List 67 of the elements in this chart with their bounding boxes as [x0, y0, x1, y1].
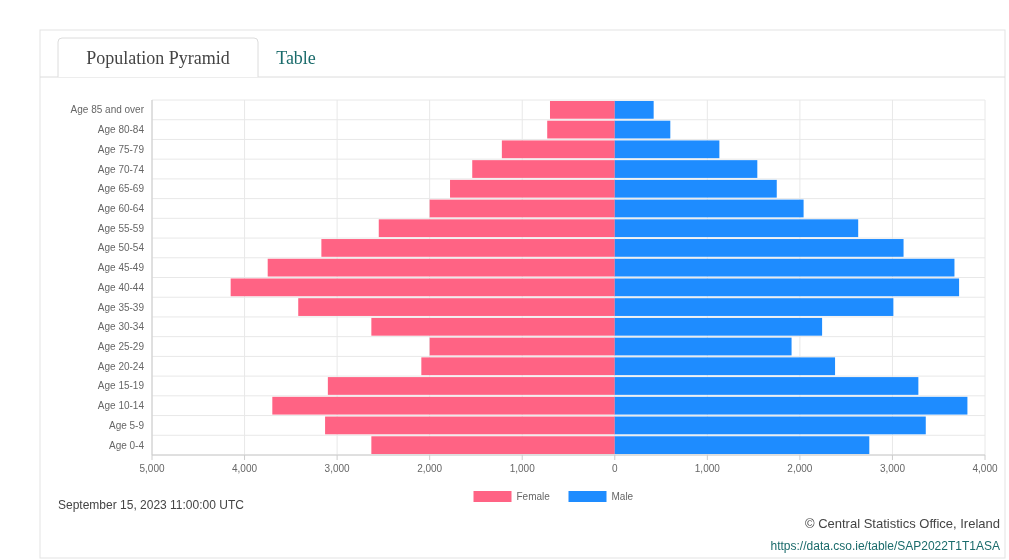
bar [614, 179, 777, 198]
text: September 15, 2023 11:00:00 UTC [58, 498, 245, 512]
text: Table [276, 48, 316, 68]
bar [614, 219, 859, 238]
y-tick-label: Age 70-74 [97, 163, 145, 175]
bar [429, 199, 615, 218]
bar [614, 396, 968, 415]
y-tick-label: Age 15-19 [97, 380, 145, 392]
bar [327, 377, 615, 395]
bar [614, 140, 720, 159]
y-tick-label: Age 65-69 [97, 183, 145, 195]
x-tick-label: 0 [612, 463, 618, 474]
x-tick-label: 1,000 [694, 463, 721, 474]
y-tick-label: Age 60-64 [97, 202, 145, 214]
bar [547, 120, 615, 139]
bar [421, 357, 615, 376]
y-tick-label: Age 20-24 [97, 360, 145, 372]
bar [614, 436, 870, 455]
bar [371, 436, 615, 455]
y-tick-label: Age 40-44 [97, 281, 145, 293]
y-tick-label: Age 75-79 [97, 143, 145, 155]
y-tick-label: Age 55-59 [97, 222, 145, 234]
text: © Central Statistics Office, Ireland [804, 516, 1000, 531]
x-tick-label: 4,000 [232, 463, 258, 474]
bar [614, 317, 823, 336]
bar [614, 239, 904, 257]
bar [472, 160, 615, 178]
x-tick-label: 5,000 [139, 463, 165, 474]
bar [371, 317, 615, 336]
y-tick-label: Age 85 and over [70, 104, 145, 116]
x-tick-label: 2,000 [417, 463, 443, 474]
bar [614, 416, 926, 435]
bar [325, 416, 615, 435]
bar [614, 357, 836, 376]
x-tick-label: 4,000 [972, 463, 998, 474]
y-tick-label: Age 30-34 [97, 321, 145, 333]
bar [272, 396, 615, 415]
x-tick-label: 3,000 [324, 463, 351, 474]
bar [614, 120, 671, 139]
bar [450, 179, 615, 198]
y-tick-label: Age 0-4 [108, 439, 145, 451]
chart-title: Population Pyramid [86, 48, 230, 68]
bar [614, 298, 894, 316]
bar [429, 337, 615, 356]
y-tick-label: Age 35-39 [97, 301, 145, 313]
bar [501, 140, 615, 159]
x-tick-label: 2,000 [787, 463, 813, 474]
bar [614, 160, 758, 178]
bar [614, 199, 804, 218]
bar [614, 377, 919, 395]
x-tick-label: 1,000 [509, 463, 536, 474]
legend-label: Female [516, 491, 551, 502]
y-tick-label: Age 5-9 [108, 419, 145, 431]
y-tick-label: Age 25-29 [97, 341, 145, 353]
y-tick-label: Age 45-49 [97, 262, 145, 274]
bar [298, 298, 615, 316]
y-tick-label: Age 10-14 [97, 400, 145, 412]
bar [614, 337, 792, 356]
legend-label: Male [611, 491, 634, 502]
bar [614, 100, 654, 119]
text: https://data.cso.ie/table/SAP2022T1T1ASA [770, 539, 1000, 553]
y-tick-label: Age 80-84 [97, 124, 145, 136]
x-tick-label: 3,000 [879, 463, 906, 474]
bar [549, 100, 615, 119]
bar [321, 239, 615, 257]
y-tick-label: Age 50-54 [97, 242, 145, 254]
bar [378, 219, 615, 238]
